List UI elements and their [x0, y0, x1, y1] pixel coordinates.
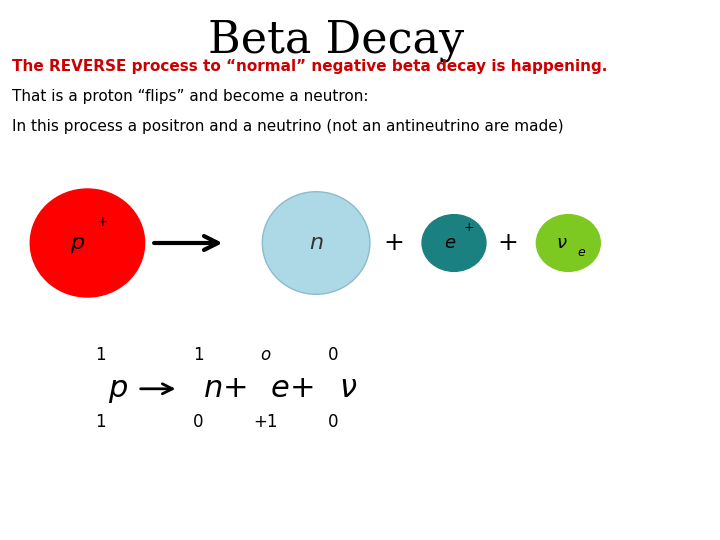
Text: $\nu$: $\nu$	[556, 234, 567, 252]
Text: +: +	[290, 374, 315, 403]
Text: 0: 0	[328, 413, 338, 431]
Text: e: e	[271, 374, 290, 403]
Text: 0: 0	[193, 413, 204, 431]
Text: +: +	[383, 231, 404, 255]
Text: 1: 1	[96, 347, 106, 364]
Text: The REVERSE process to “normal” negative beta decay is happening.: The REVERSE process to “normal” negative…	[12, 59, 608, 75]
Text: n: n	[309, 233, 323, 253]
Text: +: +	[222, 374, 248, 403]
Ellipse shape	[30, 189, 145, 297]
Text: n: n	[204, 374, 223, 403]
Text: $\nu$: $\nu$	[338, 374, 357, 403]
Text: 1: 1	[193, 347, 204, 364]
Text: +: +	[96, 215, 108, 230]
Text: +: +	[464, 221, 474, 234]
Text: 1: 1	[96, 413, 106, 431]
Text: o: o	[261, 347, 271, 364]
Text: Beta Decay: Beta Decay	[208, 19, 464, 62]
Ellipse shape	[536, 214, 600, 271]
Text: +1: +1	[253, 413, 278, 431]
Text: e: e	[444, 234, 455, 252]
Text: p: p	[108, 374, 127, 403]
Text: +: +	[498, 231, 518, 255]
Ellipse shape	[422, 214, 486, 271]
Text: In this process a positron and a neutrino (not an antineutrino are made): In this process a positron and a neutrin…	[12, 119, 564, 134]
Text: p: p	[71, 233, 84, 253]
Text: e: e	[578, 246, 585, 259]
Text: That is a proton “flips” and become a neutron:: That is a proton “flips” and become a ne…	[12, 89, 369, 104]
Text: 0: 0	[328, 347, 338, 364]
Ellipse shape	[262, 192, 370, 294]
